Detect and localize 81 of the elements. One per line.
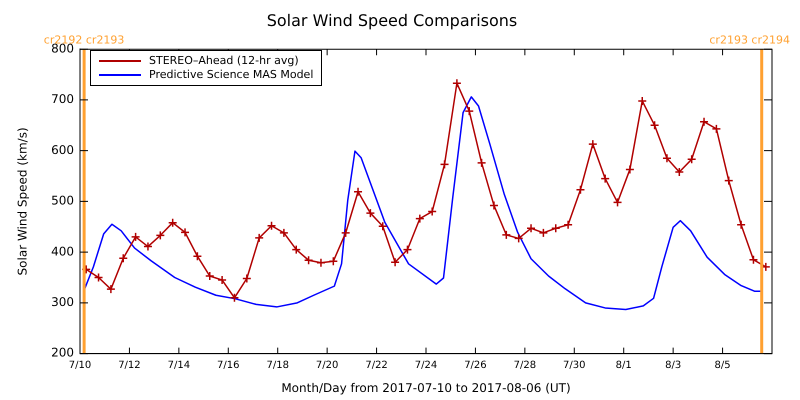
point — [316, 258, 326, 268]
point — [242, 274, 252, 284]
point — [156, 230, 166, 240]
y-axis-title: Solar Wind Speed (km/s) — [15, 127, 30, 276]
point — [699, 117, 709, 126]
legend-label: Predictive Science MAS Model — [149, 68, 314, 82]
point — [502, 230, 512, 240]
x-tick-label: 7/26 — [464, 360, 487, 372]
chart-title: Solar Wind Speed Comparisons — [266, 10, 518, 30]
point — [415, 214, 425, 224]
point — [440, 160, 450, 170]
point — [600, 174, 610, 184]
y-tick-label: 300 — [51, 294, 74, 309]
point — [674, 167, 684, 177]
y-tick-label: 500 — [51, 194, 74, 208]
legend-label: STEREO–Ahead (12-hr avg) — [149, 54, 299, 68]
point — [205, 271, 214, 281]
point — [378, 222, 388, 232]
x-tick-label: 8/3 — [665, 360, 682, 372]
point — [180, 228, 190, 238]
x-tick-label: 7/16 — [217, 360, 240, 372]
point — [402, 244, 412, 254]
x-tick-label: 7/14 — [168, 360, 190, 372]
point — [576, 184, 586, 194]
x-tick-label: 7/20 — [316, 360, 338, 372]
point — [724, 176, 734, 186]
point — [452, 78, 462, 88]
y-tick-label: 600 — [51, 142, 74, 157]
point — [230, 293, 240, 303]
x-tick-label: 7/22 — [365, 360, 388, 372]
point — [662, 154, 672, 164]
point — [340, 228, 350, 238]
point — [712, 124, 722, 134]
point — [168, 218, 178, 228]
x-tick-label: 8/1 — [616, 360, 632, 372]
point — [254, 233, 264, 243]
point — [686, 154, 696, 164]
point — [464, 106, 474, 116]
point — [366, 208, 376, 218]
ref-line-label: cr2193 cr2194 — [709, 34, 790, 47]
x-tick-label: 7/10 — [68, 360, 92, 372]
y-tick-label: 200 — [51, 346, 74, 360]
x-tick-label: 7/12 — [118, 360, 141, 372]
point — [736, 220, 746, 230]
point — [292, 244, 301, 254]
point — [748, 254, 758, 264]
point — [304, 256, 314, 265]
point — [476, 158, 486, 168]
y-tick-label: 700 — [51, 92, 74, 106]
point — [118, 253, 128, 263]
x-tick-label: 7/18 — [266, 360, 289, 372]
x-axis-title: Month/Day from 2017-07-10 to 2017-08-06 (UT) — [281, 380, 571, 395]
point — [328, 256, 338, 266]
point — [514, 234, 524, 244]
point — [143, 242, 153, 252]
y-tick-label: 400 — [51, 244, 74, 258]
x-tick-label: 7/28 — [514, 360, 536, 372]
point — [526, 224, 536, 234]
point — [279, 228, 289, 238]
x-tick-label: 8/5 — [714, 360, 731, 372]
point — [638, 96, 647, 106]
point — [390, 258, 400, 268]
point — [650, 120, 660, 130]
point — [192, 251, 202, 261]
point — [217, 275, 227, 285]
point — [563, 220, 573, 230]
point — [81, 264, 91, 274]
point — [106, 284, 116, 294]
point — [612, 198, 622, 208]
point — [551, 224, 560, 234]
point — [94, 272, 104, 282]
point — [130, 232, 140, 242]
point — [588, 139, 598, 149]
point — [353, 187, 363, 197]
point — [266, 221, 276, 230]
x-tick-label: 7/24 — [414, 360, 438, 372]
point — [427, 206, 437, 216]
point — [625, 164, 635, 174]
x-tick-label: 7/30 — [563, 360, 586, 372]
point — [489, 200, 499, 210]
point — [538, 228, 548, 238]
